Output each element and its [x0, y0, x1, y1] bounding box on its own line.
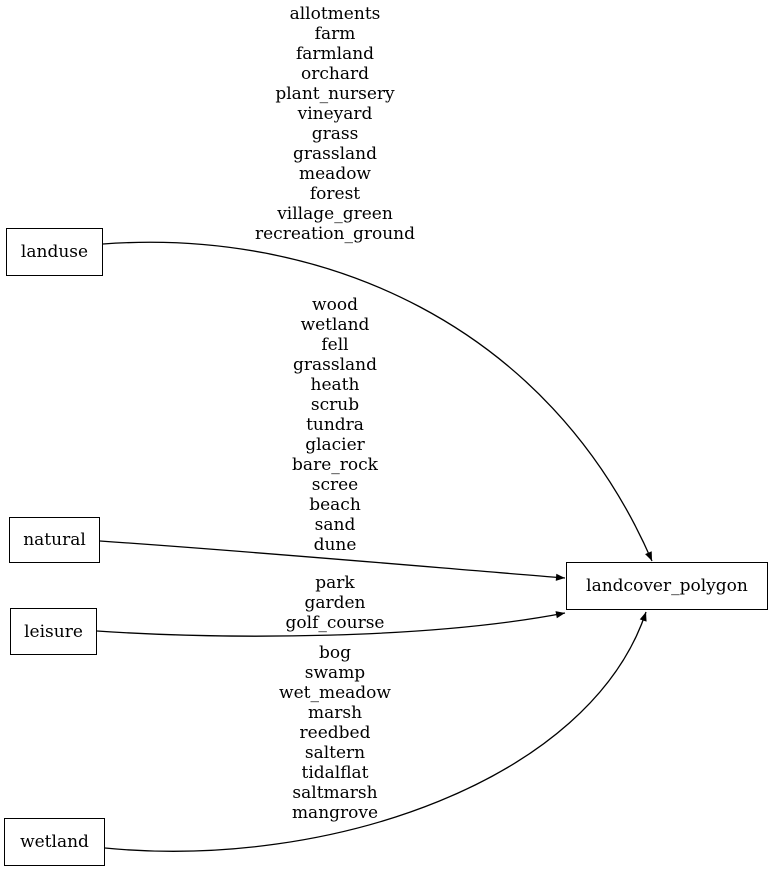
node-natural: natural	[9, 517, 100, 563]
node-natural-label: natural	[23, 530, 86, 550]
edge-natural-to-landcover-polygon	[99, 540, 566, 581]
edge-label-natural-values: wood wetland fell grassland heath scrub …	[292, 295, 378, 555]
node-leisure: leisure	[10, 608, 97, 655]
edge-leisure-to-landcover-polygon	[96, 611, 566, 637]
node-landcover-polygon-label: landcover_polygon	[586, 576, 748, 596]
edge-label-leisure-values: park garden golf_course	[285, 573, 385, 633]
node-landuse: landuse	[6, 228, 103, 276]
node-wetland: wetland	[4, 818, 105, 866]
edge-label-landuse-values: allotments farm farmland orchard plant_n…	[254, 4, 415, 244]
edge-label-wetland-values: bog swamp wet_meadow marsh reedbed salte…	[279, 643, 391, 823]
node-wetland-label: wetland	[20, 832, 89, 852]
edge-landuse-to-landcover-polygon	[102, 241, 653, 562]
node-leisure-label: leisure	[24, 621, 83, 642]
edge-wetland-to-landcover-polygon	[104, 611, 647, 852]
node-landcover-polygon: landcover_polygon	[566, 562, 768, 610]
node-landuse-label: landuse	[20, 242, 89, 262]
